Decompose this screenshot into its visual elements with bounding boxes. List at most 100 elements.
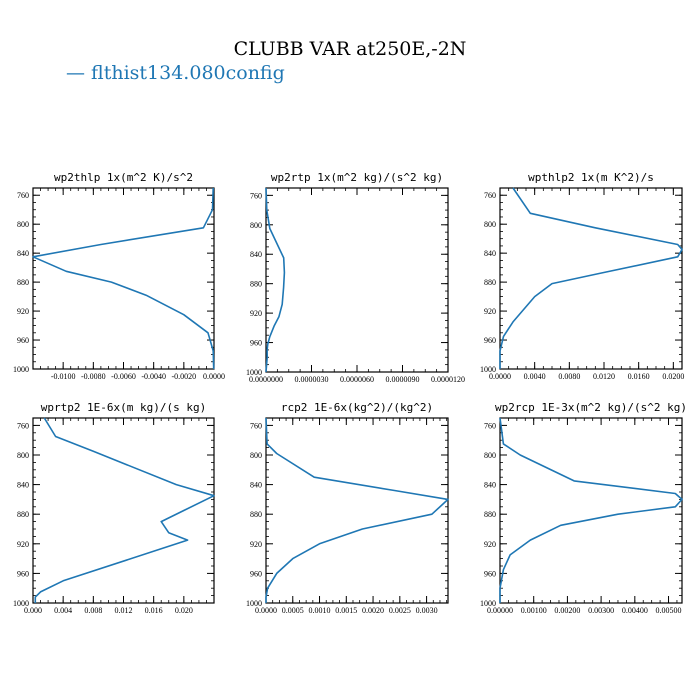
plot-frame	[32, 417, 215, 604]
y-tick-label: 800	[250, 221, 262, 230]
y-tick-label: 760	[17, 421, 29, 430]
x-tick-label: 0.020	[175, 606, 193, 615]
y-tick-label: 800	[17, 451, 29, 460]
y-tick-label: 760	[250, 421, 262, 430]
x-tick-label: 0.0120	[593, 372, 615, 381]
x-tick-label: 0.00000	[487, 606, 513, 615]
x-tick-label: 0.00100	[521, 606, 547, 615]
y-tick-label: 880	[250, 510, 262, 519]
y-tick-label: 920	[250, 309, 262, 318]
y-tick-label: 840	[250, 481, 262, 490]
y-tick-label: 800	[484, 451, 496, 460]
y-tick-label: 1000	[480, 599, 496, 608]
y-tick-label: 960	[250, 339, 262, 348]
y-tick-label: 760	[484, 191, 496, 200]
plot-frame	[499, 417, 683, 604]
plot-frame	[32, 187, 215, 370]
y-tick-label: 1000	[13, 365, 29, 374]
x-tick-label: 0.0000000	[249, 375, 283, 384]
y-tick-label: 760	[484, 421, 496, 430]
y-tick-label: 840	[484, 481, 496, 490]
y-tick-label: 840	[17, 481, 29, 490]
y-tick-label: 960	[17, 336, 29, 345]
y-tick-label: 840	[484, 249, 496, 258]
x-tick-label: 0.0010	[309, 606, 331, 615]
y-tick-label: 1000	[13, 599, 29, 608]
x-tick-label: -0.0060	[111, 372, 136, 381]
y-tick-label: 920	[484, 540, 496, 549]
x-tick-label: 0.0015	[335, 606, 357, 615]
panel-2: wp2rtp 1x(m^2 kg)/(s^2 kg) 760 800 840 880 92…	[246, 171, 465, 384]
x-tick-label: 0.012	[115, 606, 133, 615]
x-tick-label: 0.0000030	[295, 375, 329, 384]
series-line	[34, 417, 215, 603]
panel-title: wp2rtp 1x(m^2 kg)/(s^2 kg)	[271, 171, 443, 184]
x-tick-label: 0.000	[24, 606, 42, 615]
y-tick-label: 1000	[246, 599, 262, 608]
panel-3: wpthlp2 1x(m K^2)/s 760 800 840 880 920 960 100…	[480, 171, 684, 381]
x-tick-label: 0.0000	[203, 372, 225, 381]
plot-frame	[265, 417, 449, 604]
x-tick-label: -0.0080	[81, 372, 106, 381]
y-tick-label: 960	[484, 336, 496, 345]
y-tick-label: 880	[17, 278, 29, 287]
y-tick-label: 760	[17, 191, 29, 200]
y-tick-label: 800	[17, 220, 29, 229]
y-tick-label: 960	[484, 569, 496, 578]
x-tick-label: -0.0100	[51, 372, 76, 381]
panel-title: wprtp2 1E-6x(m kg)/(s kg)	[41, 401, 207, 414]
y-tick-label: 800	[250, 451, 262, 460]
x-tick-label: 0.00300	[588, 606, 614, 615]
y-tick-label: 840	[17, 249, 29, 258]
x-tick-label: 0.0000	[489, 372, 511, 381]
x-tick-label: 0.004	[54, 606, 72, 615]
x-tick-label: 0.0040	[524, 372, 546, 381]
y-tick-label: 960	[250, 569, 262, 578]
series-line	[499, 187, 683, 369]
y-tick-label: 880	[17, 510, 29, 519]
panel-title: wp2rcp 1E-3x(m^2 kg)/(s^2 kg)	[495, 401, 687, 414]
series-line	[499, 417, 683, 603]
x-tick-label: -0.0040	[141, 372, 166, 381]
x-tick-label: 0.0020	[362, 606, 384, 615]
y-tick-label: 920	[17, 540, 29, 549]
y-tick-label: 880	[250, 280, 262, 289]
y-tick-label: 800	[484, 220, 496, 229]
x-tick-label: 0.00500	[656, 606, 682, 615]
y-tick-label: 1000	[246, 368, 262, 377]
plot-frame	[265, 187, 449, 373]
x-tick-label: 0.0000	[255, 606, 277, 615]
x-tick-label: 0.0000120	[431, 375, 465, 384]
panel-title: wpthlp2 1x(m K^2)/s	[528, 171, 654, 184]
y-tick-label: 920	[250, 540, 262, 549]
x-tick-label: 0.00400	[622, 606, 648, 615]
panel-5: rcp2 1E-6x(kg^2)/(kg^2) 760 800 840 880 920 96…	[246, 401, 449, 615]
series-line	[32, 187, 215, 370]
x-tick-label: 0.00200	[554, 606, 580, 615]
series-line	[265, 187, 286, 373]
panel-1: wp2thlp 1x(m^2 K)/s^2 760 800 840 880 920 960 1…	[13, 171, 225, 381]
x-tick-label: 0.0025	[389, 606, 411, 615]
x-tick-label: 0.0000060	[340, 375, 374, 384]
x-tick-label: 0.0200	[662, 372, 684, 381]
x-tick-label: 0.016	[145, 606, 163, 615]
y-tick-label: 920	[17, 307, 29, 316]
y-tick-label: 840	[250, 250, 262, 259]
y-tick-label: 960	[17, 569, 29, 578]
panel-4: wprtp2 1E-6x(m kg)/(s kg) 760 800 840 880 920…	[13, 401, 215, 615]
plot-frame	[499, 187, 683, 370]
y-tick-label: 920	[484, 307, 496, 316]
panel-title: wp2thlp 1x(m^2 K)/s^2	[54, 171, 193, 184]
panel-6: wp2rcp 1E-3x(m^2 kg)/(s^2 kg) 760 800 840 88…	[480, 401, 687, 615]
y-tick-label: 1000	[480, 365, 496, 374]
y-tick-label: 880	[484, 278, 496, 287]
x-tick-label: 0.0160	[628, 372, 650, 381]
x-tick-label: 0.0000090	[386, 375, 420, 384]
x-tick-label: 0.0080	[558, 372, 580, 381]
figure-title: CLUBB VAR at250E,-2N	[234, 38, 467, 60]
x-tick-label: 0.0030	[416, 606, 438, 615]
x-tick-label: 0.008	[84, 606, 102, 615]
x-tick-label: 0.0005	[282, 606, 304, 615]
y-tick-label: 760	[250, 191, 262, 200]
